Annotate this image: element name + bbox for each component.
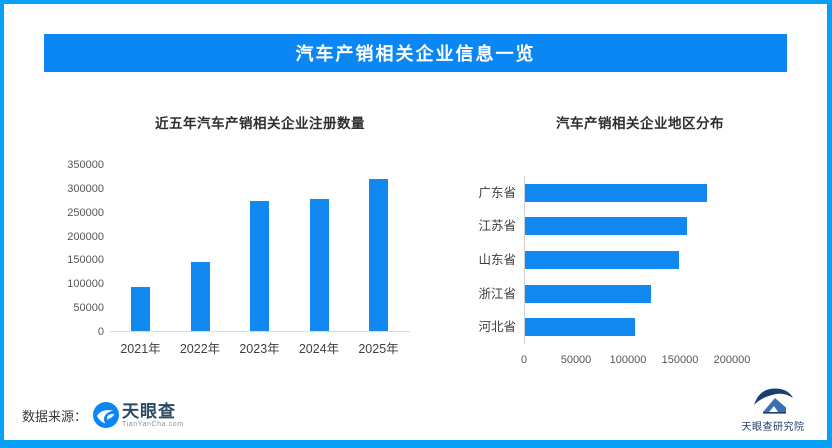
region-label: 广东省 xyxy=(478,185,516,200)
y-tick-label: 250000 xyxy=(67,206,104,219)
tianyancha-logo: 天眼查 TianYanCha.com xyxy=(93,402,184,428)
region-bar xyxy=(525,217,688,236)
x-tick-label: 0 xyxy=(520,354,528,366)
right-chart-title: 汽车产销相关企业地区分布 xyxy=(556,116,724,131)
y-tick-label: 0 xyxy=(97,326,104,338)
left-chart-plot-area xyxy=(110,165,410,332)
left-chart-title: 近五年汽车产销相关企业注册数量 xyxy=(155,116,365,131)
footer-source: 数据来源： 天眼查 TianYanCha.com xyxy=(22,402,184,428)
tianyancha-eye-icon xyxy=(93,402,120,428)
y-tick-label: 50000 xyxy=(73,302,104,315)
x-category-label: 2023年 xyxy=(239,342,280,356)
tianyancha-logo-text: 天眼查 xyxy=(122,401,177,421)
year-bar xyxy=(309,198,329,331)
year-bar xyxy=(250,201,269,331)
x-tick-label: 50000 xyxy=(560,354,592,366)
registrations-bar-chart: 近五年汽车产销相关企业注册数量 0 50000 100000 150000 200000… xyxy=(63,108,423,370)
info-banner: 汽车产销相关企业信息一览 xyxy=(44,34,787,72)
region-bar xyxy=(525,251,679,269)
y-tick-label: 100000 xyxy=(67,278,104,291)
research-institute-mark: 天眼查研究院 xyxy=(718,386,828,433)
region-label: 山东省 xyxy=(478,253,516,267)
y-tick-label: 350000 xyxy=(67,159,104,171)
region-distribution-bar-chart: 汽车产销相关企业地区分布 广东省江苏省山东省浙江省河北省 0 50000 100000… xyxy=(440,108,800,370)
region-label: 江苏省 xyxy=(478,219,516,234)
x-tick-label: 100000 xyxy=(609,354,647,366)
research-institute-icon xyxy=(754,388,793,414)
region-bar xyxy=(525,318,636,337)
x-category-label: 2025年 xyxy=(358,342,399,356)
x-category-label: 2024年 xyxy=(298,342,340,356)
y-tick-label: 200000 xyxy=(67,230,104,243)
year-bar xyxy=(190,261,210,331)
region-label: 河北省 xyxy=(478,320,516,335)
year-bar xyxy=(369,179,388,331)
data-source-label: 数据来源： xyxy=(22,408,88,424)
region-bar xyxy=(525,183,707,202)
x-category-label: 2021年 xyxy=(120,342,161,356)
page-title: 汽车产销相关企业信息一览 xyxy=(295,44,536,64)
right-chart-plot-area xyxy=(524,176,774,344)
x-category-label: 2022年 xyxy=(179,342,221,356)
x-tick-label: 200000 xyxy=(713,354,751,366)
region-label: 浙江省 xyxy=(478,286,516,301)
research-institute-name: 天眼查研究院 xyxy=(741,422,805,433)
y-tick-label: 300000 xyxy=(67,182,104,195)
x-tick-label: 150000 xyxy=(661,354,699,366)
year-bar xyxy=(131,286,150,331)
y-tick-label: 150000 xyxy=(67,254,104,267)
region-bar xyxy=(525,284,651,303)
tianyancha-logo-url: TianYanCha.com xyxy=(122,420,184,428)
